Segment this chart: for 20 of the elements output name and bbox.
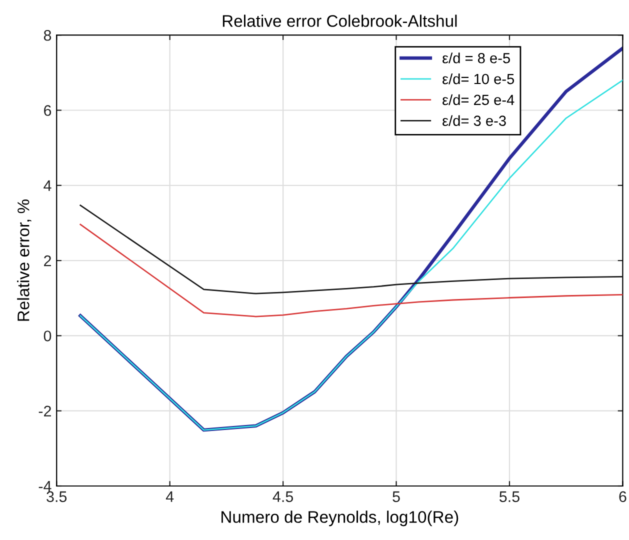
legend-label: ε/d= 10 e-5 [442,73,514,84]
y-tick-label: 0 [44,330,52,342]
y-tick-label: 4 [44,180,52,191]
legend-label: ε/d = 8 e-5 [442,52,510,64]
x-tick-label: 4.5 [272,491,294,502]
legend-label: ε/d= 25 e-4 [442,94,514,106]
x-axis-title: Numero de Reynolds, log10(Re) [222,510,458,526]
x-tick-label: 6 [619,491,626,502]
y-tick-label: 8 [44,30,52,41]
y-axis-title: Relative error, % [17,200,32,321]
y-tick-label: 2 [44,255,51,266]
y-tick-label: -4 [38,481,52,492]
chart-title: Relative error Colebrook-Altshul [222,14,457,27]
x-tick-label: 5 [392,491,400,502]
x-tick-label: 3.5 [46,491,67,502]
x-tick-label: 4 [166,491,174,502]
y-tick-label: -2 [38,406,51,416]
legend-label: ε/d= 3 e-3 [442,115,506,126]
y-tick-label: 6 [44,105,52,116]
x-tick-label: 5.5 [499,491,520,502]
